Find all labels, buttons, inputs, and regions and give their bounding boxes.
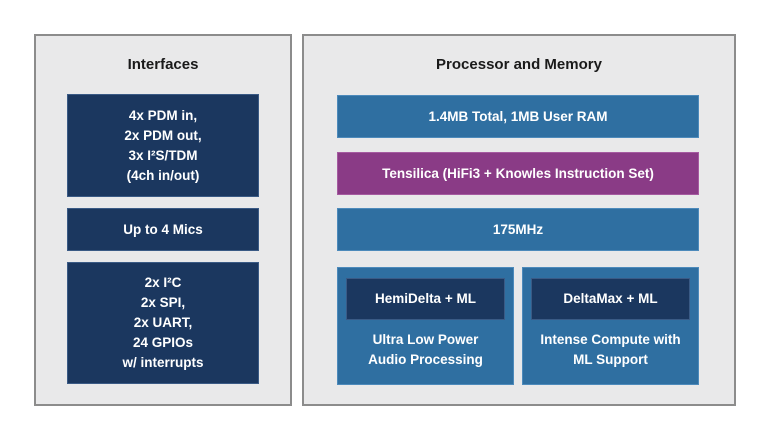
interfaces-panel: Interfaces 4x PDM in, 2x PDM out, 3x I²S… [34,34,292,406]
core-deltamax-desc: Intense Compute with ML Support [540,332,681,367]
processor-title: Processor and Memory [436,56,602,73]
core-hemidelta-desc: Ultra Low Power Audio Processing [368,332,483,367]
core-deltamax: DeltaMax + ML Intense Compute with ML Su… [522,267,699,385]
peripheral-interfaces-block: 2x I²C 2x SPI, 2x UART, 24 GPIOs w/ inte… [67,262,259,384]
audio-interfaces-block: 4x PDM in, 2x PDM out, 3x I²S/TDM (4ch i… [67,94,259,197]
clock-block: 175MHz [337,208,699,251]
core-hemidelta-name: HemiDelta + ML [346,278,505,320]
memory-block: 1.4MB Total, 1MB User RAM [337,95,699,138]
processor-memory-panel: Processor and Memory 1.4MB Total, 1MB Us… [302,34,736,406]
interfaces-title: Interfaces [127,56,199,73]
core-hemidelta: HemiDelta + ML Ultra Low Power Audio Pro… [337,267,514,385]
isa-block: Tensilica (HiFi3 + Knowles Instruction S… [337,152,699,195]
core-deltamax-name: DeltaMax + ML [531,278,690,320]
mics-block: Up to 4 Mics [67,208,259,251]
